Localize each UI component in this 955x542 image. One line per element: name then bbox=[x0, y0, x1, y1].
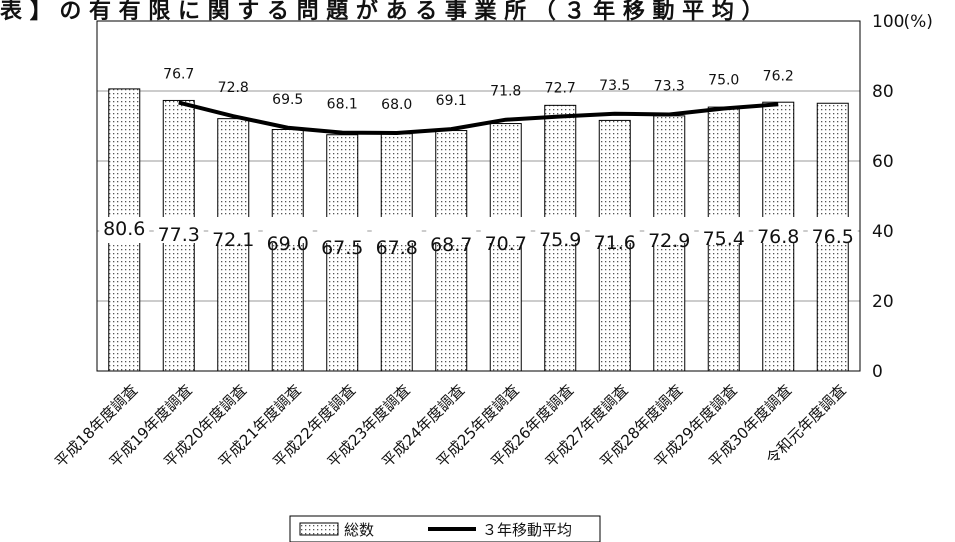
bar-value-label: 75.4 bbox=[703, 228, 745, 250]
bar bbox=[653, 115, 686, 372]
y-tick-label: 0 bbox=[872, 362, 883, 382]
bar bbox=[326, 134, 359, 372]
y-tick-label: 80 bbox=[872, 82, 894, 102]
bar bbox=[271, 129, 304, 372]
moving-average-label: 72.8 bbox=[218, 80, 249, 96]
plot-frame bbox=[96, 20, 861, 372]
bar-label-background bbox=[644, 217, 695, 243]
y-axis: 0 20 40 60 80 100 bbox=[872, 12, 904, 382]
bar-label-background bbox=[208, 217, 259, 243]
bar-label-background bbox=[589, 217, 640, 243]
y-tick-label: 20 bbox=[872, 292, 894, 312]
bar-value-label: 71.6 bbox=[594, 232, 636, 254]
bar bbox=[217, 118, 250, 372]
bar bbox=[489, 123, 522, 372]
moving-average-label: 76.7 bbox=[163, 67, 194, 83]
bar-label-background bbox=[698, 217, 749, 243]
bar bbox=[598, 119, 631, 372]
legend-frame bbox=[289, 515, 601, 542]
moving-average: 76.7 72.8 69.5 68.1 68.0 69.1 71.8 72.7 73.5 73.3… bbox=[163, 67, 794, 135]
bar-value-label: 70.7 bbox=[485, 233, 527, 255]
bar bbox=[435, 130, 468, 372]
bar-value-label: 69.0 bbox=[267, 233, 309, 255]
moving-average-label: 68.0 bbox=[381, 97, 412, 113]
bar-labels: 80.6 77.3 72.1 69.0 67.5 67.8 68.7 70.7 75.9 71.6… bbox=[99, 217, 858, 259]
bar-label-background bbox=[99, 217, 150, 243]
bar-label-background bbox=[480, 217, 531, 243]
legend-bar-swatch bbox=[299, 522, 339, 536]
bar-value-label: 72.9 bbox=[648, 230, 690, 252]
bar-label-background bbox=[753, 217, 804, 243]
bar-value-label: 67.8 bbox=[376, 237, 418, 259]
bar-label-background bbox=[426, 217, 477, 243]
legend: 総数 ３年移動平均 bbox=[289, 515, 601, 542]
bar-label-background bbox=[153, 217, 204, 243]
y-tick-label: 100 bbox=[872, 12, 904, 32]
y-tick-label: 40 bbox=[872, 222, 894, 242]
bar-label-background bbox=[535, 217, 586, 243]
moving-average-label: 69.1 bbox=[436, 93, 467, 109]
bar-value-label: 75.9 bbox=[539, 229, 581, 251]
bar bbox=[380, 133, 413, 372]
y-axis-unit: (%) bbox=[904, 12, 933, 32]
y-tick-label: 60 bbox=[872, 152, 894, 172]
bar-label-background bbox=[262, 217, 313, 243]
bar-value-label: 77.3 bbox=[158, 224, 200, 246]
legend-bar-label: 総数 bbox=[344, 521, 374, 539]
bar-label-background bbox=[371, 217, 422, 243]
legend-line-label: ３年移動平均 bbox=[482, 521, 572, 539]
moving-average-line bbox=[178, 100, 779, 135]
bar-value-label: 80.6 bbox=[103, 218, 145, 240]
bar-value-label: 72.1 bbox=[212, 229, 254, 251]
bar-value-label: 76.8 bbox=[757, 226, 799, 248]
chart-title-fragment: 表 】 の 有 有 限 に 関 す る 問 題 が あ る 事 業 所 （ ３ … bbox=[0, 0, 763, 24]
moving-average-label: 73.5 bbox=[599, 78, 630, 94]
moving-average-label: 75.0 bbox=[708, 73, 739, 89]
moving-average-label: 76.2 bbox=[763, 68, 794, 84]
bar-value-label: 76.5 bbox=[812, 226, 854, 248]
moving-average-label: 69.5 bbox=[272, 92, 303, 108]
moving-average-label: 71.8 bbox=[490, 84, 521, 100]
bar-value-label: 67.5 bbox=[321, 237, 363, 259]
moving-average-label: 72.7 bbox=[545, 81, 576, 97]
x-axis: 平成18年度調査平成19年度調査平成20年度調査平成21年度調査平成22年度調査… bbox=[51, 381, 849, 471]
bar-value-label: 68.7 bbox=[430, 234, 472, 256]
bars bbox=[108, 88, 849, 372]
bar-label-background bbox=[807, 217, 858, 243]
bar-label-background bbox=[317, 217, 368, 243]
moving-average-label: 68.1 bbox=[327, 97, 358, 113]
moving-average-label: 73.3 bbox=[654, 78, 685, 94]
